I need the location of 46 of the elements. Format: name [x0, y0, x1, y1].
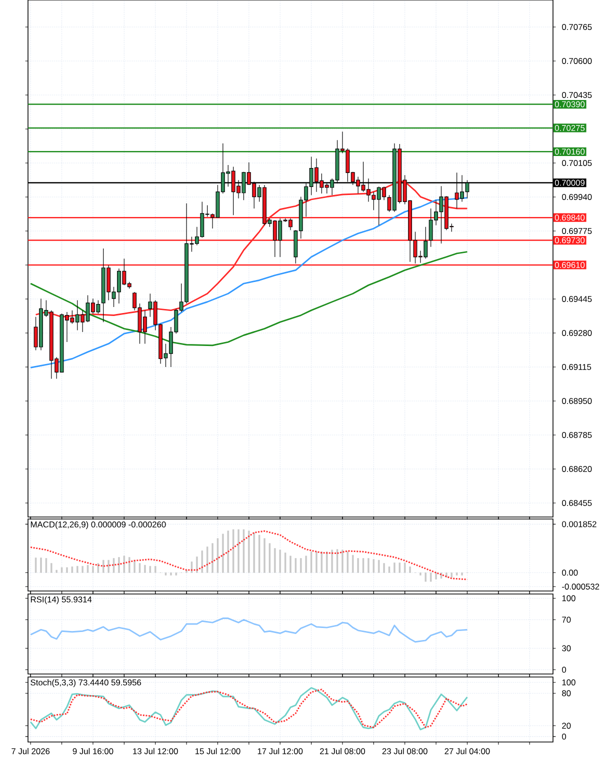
line-series: [30, 251, 468, 346]
y-tick-label: 0.69445: [562, 296, 592, 302]
ref-line-label: 0.70390: [554, 101, 585, 108]
y-tick-label: 30: [562, 645, 571, 652]
ref-line-label: 0.69840: [554, 214, 585, 221]
ref-line-label: 0.70275: [554, 124, 585, 131]
ref-line-label: 0.70009: [554, 180, 585, 186]
x-tick-label: 15 Jul 12:00: [195, 748, 240, 754]
x-tick-label: 7 Jul 2026: [12, 748, 50, 754]
y-tick-label: 0: [562, 734, 566, 740]
x-tick-label: 27 Jul 04:00: [444, 748, 490, 754]
chart-title: RSI(14) 55.9314: [30, 596, 92, 604]
ref-line-label: 0.69730: [554, 237, 585, 244]
y-tick-label: 0.69775: [562, 228, 592, 234]
y-tick-label: 0.68950: [562, 398, 592, 404]
y-tick-label: 0.001852: [562, 521, 596, 528]
y-tick-label: 0.70600: [562, 58, 592, 64]
y-tick-label: 100: [562, 595, 576, 602]
y-tick-label: 100: [562, 679, 576, 686]
line-series: [30, 618, 468, 643]
x-tick-label: 17 Jul 12:00: [258, 748, 303, 754]
y-tick-label: 80: [562, 690, 571, 696]
y-tick-label: 0.00: [562, 570, 578, 576]
x-tick-label: 23 Jul 08:00: [382, 748, 428, 754]
y-tick-label: 0: [562, 666, 566, 673]
chart-title: Stoch(5,3,3) 73.4440 59.5956: [30, 679, 142, 688]
y-tick-label: 70: [562, 616, 571, 623]
y-tick-label: 0.69115: [562, 364, 592, 370]
y-tick-label: 0.70105: [562, 160, 592, 166]
x-tick-label: 21 Jul 08:00: [320, 748, 366, 754]
y-tick-label: -0.000532: [562, 584, 600, 590]
chart-title: MACD(12,26,9) 0.000009 -0.000260: [30, 521, 166, 530]
y-tick-label: 0.69940: [562, 194, 592, 200]
line-series: [30, 197, 468, 368]
ref-line-label: 0.69610: [554, 262, 585, 268]
y-tick-label: 0.69280: [562, 330, 592, 336]
y-tick-label: 0.68785: [562, 432, 592, 438]
x-tick-label: 9 Jul 16:00: [72, 748, 114, 754]
y-tick-label: 0.70765: [562, 24, 592, 30]
y-tick-label: 0.70435: [562, 92, 592, 98]
y-tick-label: 0.68620: [562, 466, 592, 472]
y-tick-label: 0.68455: [562, 500, 592, 506]
line-series: [30, 530, 468, 580]
y-tick-label: 20: [562, 722, 571, 729]
ref-line-label: 0.70160: [554, 148, 585, 155]
x-tick-label: 13 Jul 12:00: [133, 748, 178, 754]
